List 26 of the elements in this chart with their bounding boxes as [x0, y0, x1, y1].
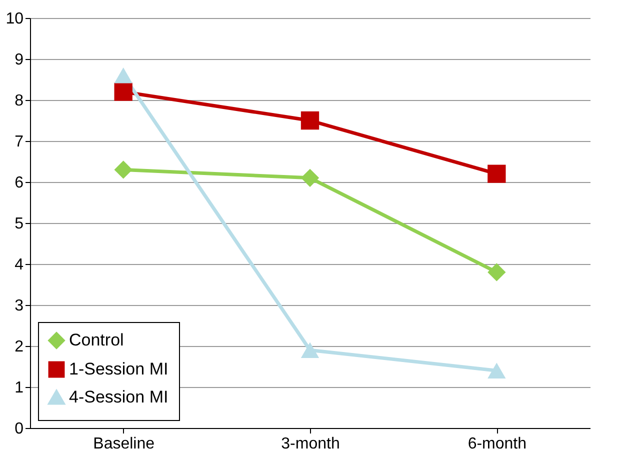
x-tick-label: 6-month	[468, 436, 527, 452]
x-tick-label: 3-month	[281, 436, 340, 452]
point	[114, 82, 132, 101]
legend-label: Control	[69, 330, 124, 350]
point	[300, 168, 320, 187]
y-tick-label: 2	[14, 338, 24, 356]
y-tick-label: 3	[14, 298, 24, 314]
point	[300, 342, 320, 358]
y-tick-label: 4	[14, 256, 24, 274]
y-tick-label: 6	[14, 174, 24, 192]
y-tick-label: 8	[14, 92, 24, 110]
point	[488, 263, 506, 282]
point	[114, 160, 132, 179]
point	[300, 111, 320, 130]
y-tick-label: 9	[14, 52, 24, 68]
point	[114, 68, 132, 84]
y-tick-label: 10	[6, 10, 24, 28]
x-tick-label: Baseline	[93, 436, 155, 452]
point	[488, 362, 506, 378]
y-tick-label: 5	[14, 216, 24, 232]
y-tick-label: 1	[14, 380, 24, 396]
legend-label: 1-Session MI	[69, 360, 168, 378]
point	[488, 164, 506, 183]
y-tick-label: 0	[14, 420, 24, 438]
y-tick-label: 7	[14, 134, 24, 150]
legend-label: 4-Session MI	[69, 388, 168, 406]
